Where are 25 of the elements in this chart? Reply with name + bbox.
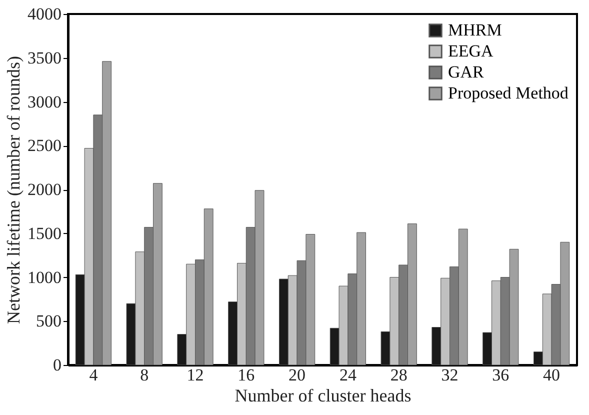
x-tick-label: 28: [390, 366, 408, 384]
y-tick-label: 0: [53, 356, 62, 374]
x-tick-label: 20: [288, 366, 306, 384]
legend-label: MHRM: [448, 20, 502, 40]
y-tick-label: 500: [36, 312, 62, 331]
y-tick-label: 2500: [28, 136, 62, 156]
x-tick-label: 12: [186, 366, 204, 384]
y-tick-label: 3500: [28, 48, 62, 68]
y-tick-label: 3000: [28, 92, 62, 112]
x-tick-label: 4: [89, 366, 98, 384]
y-tick-label: 1500: [28, 224, 62, 243]
x-tick-label: 24: [339, 366, 357, 384]
legend-label: EEGA: [448, 42, 494, 60]
x-tick-label: 16: [238, 366, 255, 384]
y-tick-label: 1000: [28, 268, 62, 287]
y-tick-label: 2000: [28, 180, 62, 199]
x-axis-title: Number of cluster heads: [234, 386, 412, 406]
y-axis-title: Network lifetime (number of rounds): [4, 56, 24, 324]
x-tick-label: 40: [543, 366, 560, 384]
x-tick-label: 36: [492, 366, 510, 384]
x-tick-label: 8: [140, 366, 149, 384]
x-tick-label: 32: [441, 366, 458, 384]
legend-label: Proposed Method: [448, 84, 569, 102]
y-tick-label: 4000: [28, 4, 62, 24]
legend-label: GAR: [448, 62, 485, 82]
